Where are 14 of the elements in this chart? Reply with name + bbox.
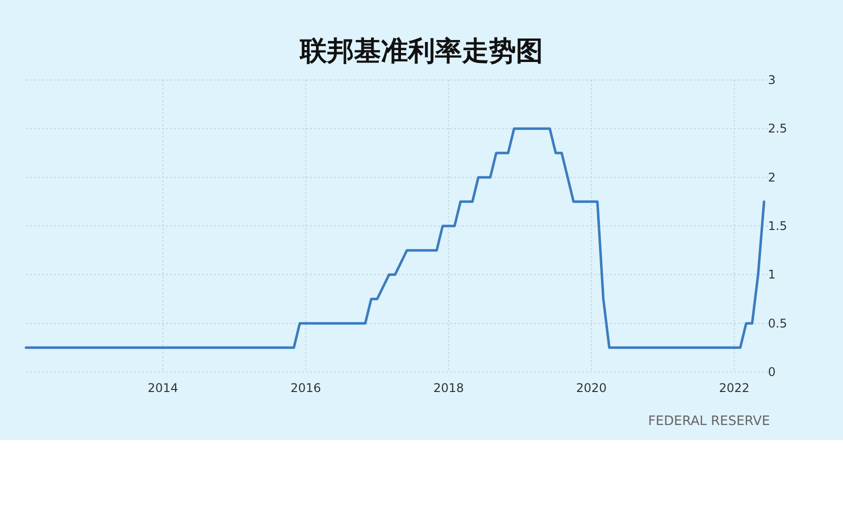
x-tick-label: 2016 (290, 381, 322, 395)
chart-title: 联邦基准利率走势图 (299, 36, 543, 67)
y-tick-label: 0 (768, 365, 776, 379)
text: FEDERAL RESERVE (648, 414, 770, 429)
y-tick-label: 1 (768, 268, 776, 282)
x-tick-label: 2018 (433, 381, 464, 395)
y-tick-label: 2.5 (768, 122, 788, 136)
x-tick-label: 2022 (719, 381, 750, 395)
y-tick-label: 3 (768, 73, 776, 87)
x-tick-label: 2014 (148, 381, 178, 395)
y-tick-label: 0.5 (768, 316, 788, 330)
y-tick-label: 2 (768, 170, 776, 184)
y-tick-label: 1.5 (768, 219, 788, 233)
x-tick-label: 2020 (576, 381, 607, 395)
